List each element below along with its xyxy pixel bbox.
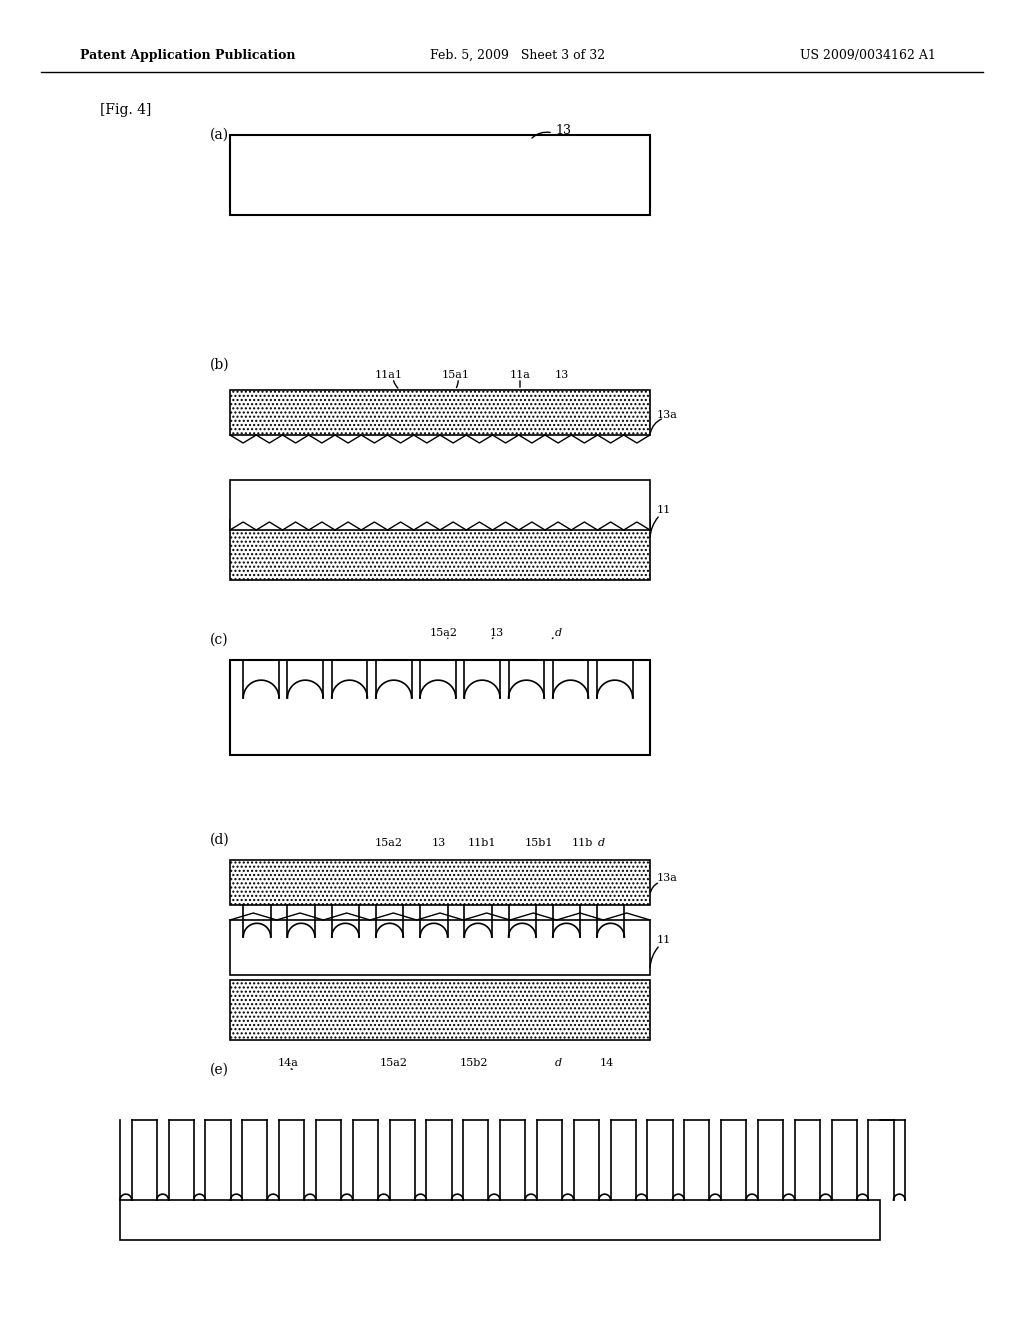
Text: 15a2: 15a2 <box>375 838 403 847</box>
Text: (c): (c) <box>210 634 228 647</box>
Text: d: d <box>555 628 562 638</box>
Text: (b): (b) <box>210 358 229 372</box>
Text: 15b1: 15b1 <box>525 838 554 847</box>
Bar <box>230 920 650 975</box>
Text: (e): (e) <box>210 1063 229 1077</box>
Text: 11a: 11a <box>510 370 530 380</box>
Bar <box>230 660 650 755</box>
Bar <box>230 861 650 906</box>
Text: 15a1: 15a1 <box>442 370 470 380</box>
Text: 11: 11 <box>657 935 672 945</box>
Text: 15a2: 15a2 <box>430 628 458 638</box>
Text: 13a: 13a <box>657 411 678 420</box>
Text: d: d <box>555 1059 562 1068</box>
Text: 15a2: 15a2 <box>380 1059 408 1068</box>
Text: 11b: 11b <box>572 838 593 847</box>
Text: US 2009/0034162 A1: US 2009/0034162 A1 <box>800 49 936 62</box>
Text: Patent Application Publication: Patent Application Publication <box>80 49 296 62</box>
Bar <box>230 979 650 1040</box>
Text: 13: 13 <box>555 124 571 136</box>
Text: 13: 13 <box>432 838 446 847</box>
Text: Feb. 5, 2009   Sheet 3 of 32: Feb. 5, 2009 Sheet 3 of 32 <box>430 49 605 62</box>
Text: 13: 13 <box>490 628 504 638</box>
Text: 14a: 14a <box>278 1059 299 1068</box>
Text: (d): (d) <box>210 833 229 847</box>
Bar <box>230 389 650 436</box>
Text: 13: 13 <box>555 370 569 380</box>
Text: 11a1: 11a1 <box>375 370 403 380</box>
Text: 11: 11 <box>657 506 672 515</box>
Text: 13a: 13a <box>657 873 678 883</box>
Text: [Fig. 4]: [Fig. 4] <box>100 103 152 117</box>
Bar <box>120 1200 880 1239</box>
Text: 11b1: 11b1 <box>468 838 497 847</box>
Text: d: d <box>598 838 605 847</box>
Text: 14: 14 <box>600 1059 614 1068</box>
Bar <box>230 135 650 215</box>
Text: (a): (a) <box>210 128 229 143</box>
Bar <box>230 480 650 531</box>
Text: 15b2: 15b2 <box>460 1059 488 1068</box>
Bar <box>230 520 650 579</box>
